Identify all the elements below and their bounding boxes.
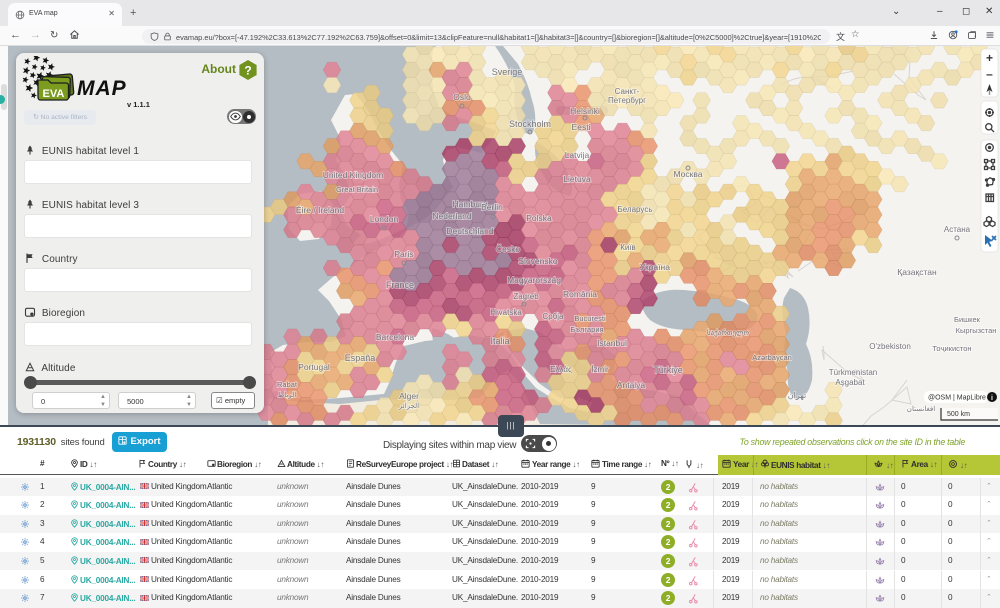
svg-text:Great Britain: Great Britain [336, 185, 378, 194]
svg-text:EVA: EVA [43, 88, 65, 100]
svg-text:Eesti: Eesti [572, 122, 591, 132]
svg-text:Helsinki: Helsinki [570, 106, 600, 116]
svg-text:Србја: Србја [542, 312, 564, 321]
svg-text:–: – [986, 67, 993, 81]
svg-text:Česko: Česko [496, 244, 520, 254]
svg-text:Україна: Україна [640, 262, 670, 272]
svg-text:+: + [986, 51, 993, 65]
svg-text:Lietuva: Lietuva [563, 174, 591, 184]
svg-text:Paris: Paris [394, 249, 413, 259]
svg-text:France: France [386, 280, 414, 290]
svg-text:Петербург: Петербург [608, 96, 646, 105]
svg-text:Éire / Ireland: Éire / Ireland [296, 205, 344, 215]
svg-text:O'zbekiston: O'zbekiston [869, 342, 911, 351]
svg-text:Deutschland: Deutschland [446, 226, 494, 236]
svg-text:Hamburg: Hamburg [453, 199, 488, 209]
svg-text:Türkiye: Türkiye [653, 365, 683, 375]
svg-text:Кыргызстан: Кыргызстан [956, 326, 997, 335]
svg-text:الجزائر: الجزائر [398, 402, 419, 410]
svg-text:تهران: تهران [788, 391, 806, 400]
svg-text:Тоҷикистон: Тоҷикистон [932, 344, 971, 353]
svg-text:Latvija: Latvija [565, 150, 590, 160]
svg-text:United Kingdom: United Kingdom [323, 170, 383, 180]
svg-text:Санкт-: Санкт- [615, 87, 640, 96]
svg-text:Қазақстан: Қазақстан [897, 267, 937, 277]
svg-text:Nederland: Nederland [432, 211, 471, 221]
svg-text:Türkmenistan: Türkmenistan [829, 368, 877, 377]
svg-text:Aşgabat: Aşgabat [835, 378, 865, 387]
svg-text:Istanbul: Istanbul [597, 338, 627, 348]
svg-text:Oslo: Oslo [453, 92, 471, 102]
svg-text:Zagreb: Zagreb [513, 292, 539, 301]
svg-text:Barcelona: Barcelona [376, 332, 415, 342]
svg-text:España: España [345, 353, 376, 363]
svg-text:Беларусь: Беларусь [618, 205, 653, 214]
svg-text:Slovensko: Slovensko [518, 256, 557, 266]
svg-text:Azərbaycan: Azərbaycan [752, 353, 792, 362]
svg-text:Berlin: Berlin [481, 202, 503, 212]
svg-text:Bucuresti: Bucuresti [574, 314, 606, 323]
svg-text:Ελλάς: Ελλάς [550, 365, 572, 374]
svg-text:افغانستان: افغانستان [907, 405, 935, 413]
svg-text:500 km: 500 km [947, 411, 970, 418]
svg-text:الرباط: الرباط [278, 391, 297, 399]
svg-text:Polska: Polska [526, 213, 552, 223]
svg-text:?: ? [244, 64, 251, 78]
svg-text:Portugal: Portugal [298, 362, 330, 372]
svg-text:Sverige: Sverige [492, 67, 523, 77]
svg-text:România: România [563, 289, 597, 299]
svg-text:Москва: Москва [673, 169, 702, 179]
svg-text:Астана: Астана [944, 225, 971, 234]
svg-text:London: London [370, 214, 399, 224]
svg-text:@OSM | MapLibre: @OSM | MapLibre [928, 395, 986, 402]
svg-text:Italia: Italia [490, 336, 509, 346]
svg-text:i: i [991, 395, 993, 402]
svg-text:Rabat: Rabat [277, 380, 298, 389]
svg-text:Stockholm: Stockholm [509, 119, 551, 129]
svg-text:Alger: Alger [399, 391, 419, 401]
svg-text:Magyarország: Magyarország [507, 275, 561, 285]
svg-text:България: България [570, 325, 603, 334]
svg-text:საქართელო: საქართელო [707, 329, 750, 337]
svg-text:Antalya: Antalya [617, 380, 646, 390]
svg-text:Hrvatska: Hrvatska [490, 308, 522, 317]
svg-text:Київ: Київ [620, 243, 636, 252]
svg-text:İzmir: İzmir [591, 365, 609, 374]
svg-text:Бишкек: Бишкек [954, 315, 981, 324]
